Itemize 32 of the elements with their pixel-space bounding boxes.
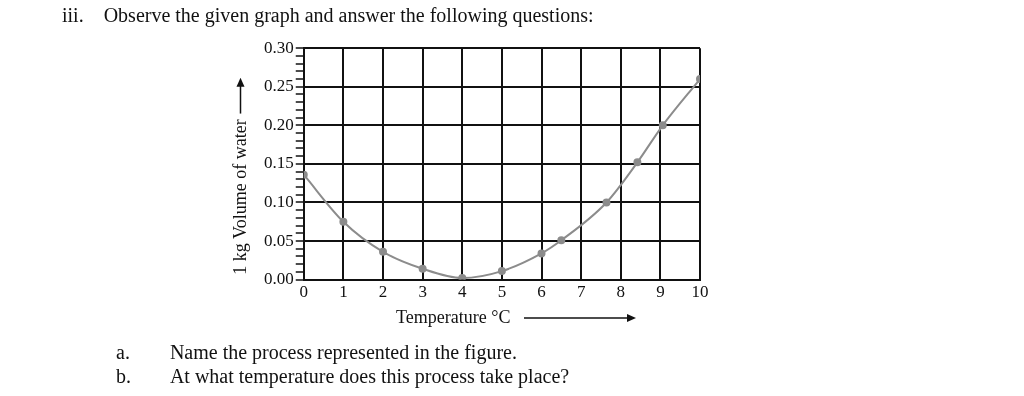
text: a. Name the process represented in the figure.	[116, 340, 518, 364]
point	[339, 217, 348, 226]
point	[379, 247, 387, 256]
point	[602, 198, 611, 207]
point	[418, 264, 427, 273]
point	[497, 267, 506, 276]
y-tick-label: 0.10	[264, 191, 294, 211]
y-tick-label: 0.25	[264, 76, 294, 96]
y-axis-title: 1 kg Volume of water	[229, 119, 251, 275]
point	[633, 158, 642, 167]
point	[658, 121, 667, 130]
x-tick-label: 2	[378, 282, 388, 302]
x-tick-label: 10	[691, 282, 709, 302]
x-tick-label: 6	[537, 282, 546, 302]
chart-title: iii. Observe the given graph and answer the following questions:	[62, 4, 594, 27]
y-tick-label: 0.30	[264, 37, 294, 57]
y-tick-label: 0.05	[264, 230, 294, 250]
x-tick-label: 5	[497, 282, 507, 302]
x-tick-label: 8	[616, 282, 625, 302]
text: b. At what temperature does this process take place?	[116, 364, 570, 388]
y-tick-label: 0.20	[264, 114, 294, 134]
x-tick-label: 1	[339, 282, 348, 302]
x-tick-label: 7	[576, 282, 586, 302]
x-tick-label: 9	[656, 282, 665, 302]
point	[537, 249, 546, 258]
y-tick-label: 0.00	[264, 269, 294, 289]
x-tick-label: 4	[458, 282, 467, 302]
x-tick-label: 0	[299, 282, 308, 302]
y-tick-label: 0.15	[264, 153, 294, 173]
x-tick-label: 3	[418, 282, 427, 302]
x-axis-title: Temperature °C	[396, 307, 511, 328]
point	[557, 236, 566, 245]
